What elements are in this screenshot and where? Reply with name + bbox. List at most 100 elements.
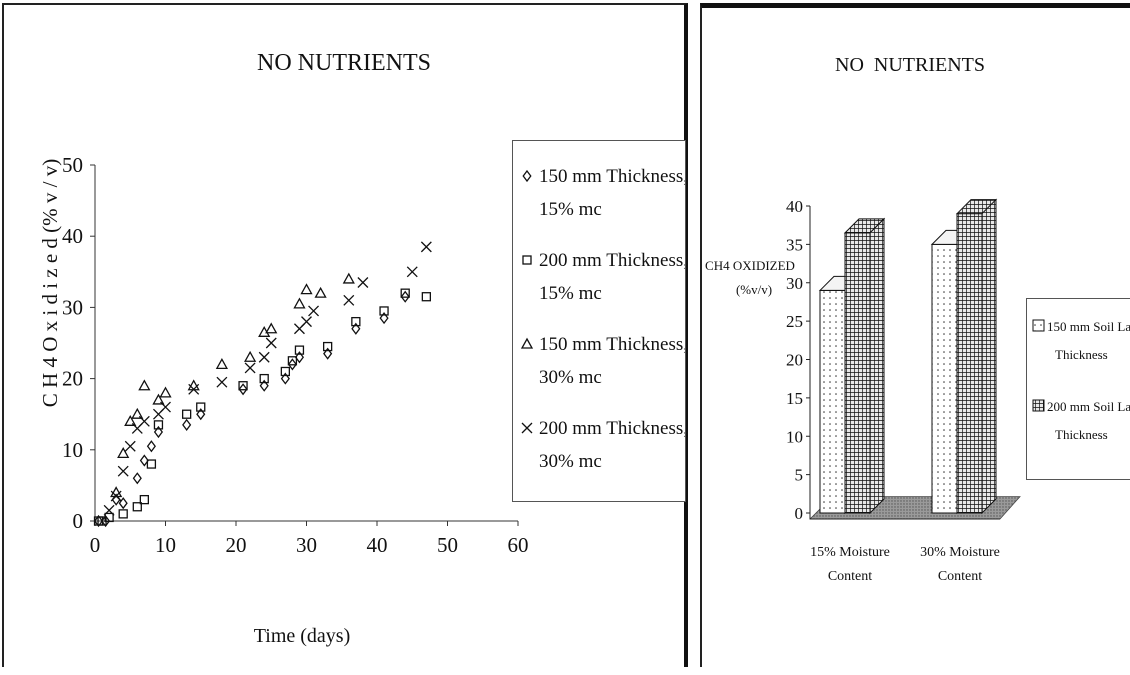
legend-label: Thickness <box>1055 347 1108 362</box>
legend-label: 15% mc <box>539 199 602 220</box>
legend-marker-x <box>521 422 533 434</box>
data-point-diamond <box>379 311 389 325</box>
y-axis-label: C H 4 O x i d i z e d (% v / v) <box>38 159 62 407</box>
bar-front-face <box>956 213 983 514</box>
legend-marker-triangle <box>520 337 534 349</box>
data-point-diamond <box>132 472 142 485</box>
data-point-triangle <box>215 358 229 370</box>
data-point-x <box>216 376 228 388</box>
scatter-chart-panel: NO NUTRIENTS 0 10 20 30 40 50 60 0 10 20 30 40 50 Ti… <box>2 3 688 667</box>
y-tick-label: 20 <box>786 351 803 370</box>
y-tick-label: 5 <box>795 466 804 485</box>
data-point-square <box>351 316 361 327</box>
data-point-square <box>104 512 114 523</box>
data-point-triangle <box>300 283 313 295</box>
legend-label: 200 mm Soil Laye <box>1047 399 1130 414</box>
data-point-diamond <box>351 322 361 335</box>
data-point-triangle <box>131 407 144 419</box>
legend-marker-diamond <box>522 169 532 183</box>
y-tick-label: 30 <box>62 295 83 319</box>
y-tick-label: 40 <box>62 224 83 248</box>
data-point-triangle <box>124 414 137 426</box>
bar-side-face <box>869 217 885 515</box>
category-label: 15% Moisture <box>810 545 890 560</box>
data-point-x <box>258 351 270 363</box>
legend-label: 150 mm Thickness, <box>539 166 685 187</box>
bar-side-face <box>981 198 997 515</box>
data-point-x <box>160 401 171 413</box>
x-tick-label: 10 <box>155 533 176 557</box>
y-tick-label: 0 <box>795 504 804 523</box>
bar-front-face <box>844 232 871 514</box>
data-point-square <box>259 373 269 384</box>
data-point-diamond <box>238 383 248 396</box>
legend-label: 30% mc <box>539 451 602 472</box>
data-point-triangle <box>159 386 172 398</box>
bar-front-face <box>931 243 958 514</box>
data-point-diamond <box>323 347 333 360</box>
scatter-legend: 150 mm Thickness, 15% mc 200 mm Thickness,… <box>512 140 688 502</box>
data-point-x <box>301 316 312 328</box>
y-tick-label: 0 <box>73 509 84 533</box>
bar-chart-panel: NO NUTRIENTS 0 5 10 15 20 25 30 35 40 15% Moistu… <box>700 3 1130 667</box>
legend-label: 150 mm Soil Laye <box>1047 319 1130 334</box>
legend-label: Thickness <box>1055 427 1108 442</box>
data-point-x <box>420 241 432 253</box>
data-point-diamond <box>118 497 128 510</box>
data-point-x <box>103 504 115 516</box>
data-point-square <box>181 409 192 419</box>
data-point-triangle <box>152 393 165 405</box>
data-point-diamond <box>153 425 164 439</box>
data-point-diamond <box>139 454 149 467</box>
x-axis-label: Time (days) <box>254 625 350 647</box>
y-axis-label-line-2: (%v/v) <box>736 282 772 297</box>
chart-title: NO NUTRIENTS <box>835 54 985 76</box>
data-point-square <box>238 381 248 391</box>
y-tick-label: 40 <box>786 197 803 216</box>
legend-label: 200 mm Thickness, <box>539 250 685 271</box>
data-point-square <box>196 402 206 412</box>
x-tick-label: 50 <box>437 533 458 557</box>
data-point-square <box>379 306 389 316</box>
legend-label: 200 mm Thickness, <box>539 418 685 439</box>
data-point-square <box>322 341 333 352</box>
data-point-square <box>287 356 298 366</box>
data-point-x <box>265 337 277 349</box>
data-point-triangle <box>117 447 130 459</box>
x-tick-label: 20 <box>226 533 247 557</box>
bar-200mm <box>843 217 886 515</box>
y-tick-label: 15 <box>786 389 803 408</box>
chart-title: NO NUTRIENTS <box>257 50 431 76</box>
data-point-x <box>406 266 418 278</box>
legend-swatch <box>1032 319 1045 332</box>
x-tick-label: 30 <box>296 533 317 557</box>
data-point-diamond <box>294 351 305 364</box>
data-point-square <box>132 502 142 512</box>
category-label: Content <box>828 569 872 584</box>
y-axis-label-line-1: CH4 OXIDIZED <box>705 258 795 273</box>
data-point-square <box>400 288 410 298</box>
category-label: Content <box>938 569 982 584</box>
data-point-x <box>188 383 200 395</box>
bar-chart: NO NUTRIENTS 0 5 10 15 20 25 30 35 40 15% Moistu… <box>705 54 1021 584</box>
data-point-x <box>110 490 122 502</box>
legend-swatch <box>1032 399 1045 412</box>
data-point-x <box>124 440 136 452</box>
legend-label: 15% mc <box>539 283 602 304</box>
bar-200mm <box>955 198 998 515</box>
data-point-triangle <box>314 286 327 298</box>
data-point-x <box>308 305 320 317</box>
y-tick-label: 20 <box>62 367 83 391</box>
data-point-diamond <box>259 379 269 392</box>
x-tick-label: 40 <box>367 533 388 557</box>
category-label: 30% Moisture <box>920 545 1000 560</box>
data-point-x <box>343 294 355 306</box>
data-point-square <box>280 366 291 377</box>
data-point-square <box>118 509 128 519</box>
data-point-square <box>421 292 432 302</box>
data-point-square <box>153 420 164 430</box>
data-point-triangle <box>243 350 257 362</box>
data-point-diamond <box>287 358 297 371</box>
y-tick-label: 50 <box>62 153 83 177</box>
bar-front-face <box>819 289 846 514</box>
